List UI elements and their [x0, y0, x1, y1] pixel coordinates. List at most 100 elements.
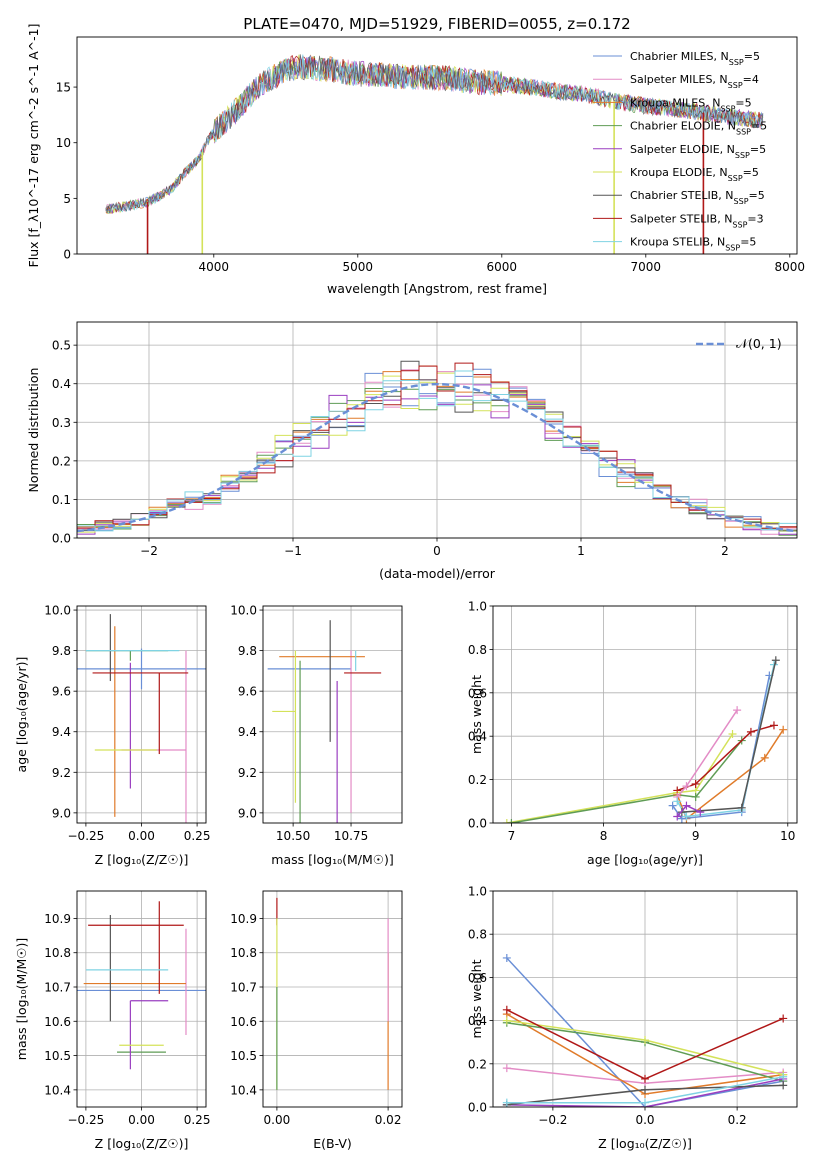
axes-frame: [76, 321, 798, 539]
y-axis-label: mass weight: [469, 675, 484, 754]
y-tick-label: 5: [63, 192, 71, 206]
axes-frame: [76, 890, 207, 1108]
x-axis-label: age [log₁₀(age/yr)]: [587, 852, 703, 867]
x-tick-label: −0.25: [68, 1113, 105, 1127]
legend-value: =3: [747, 212, 763, 225]
y-tick-label: 1.0: [468, 600, 487, 614]
legend-entry: Chabrier ELODIE, NSSP=5: [630, 120, 767, 137]
x-tick-label: 0.2: [728, 1113, 747, 1127]
axes-frame: [262, 890, 403, 1108]
y-axis-label: Flux [f_λ10^-17 erg cm^-2 s^-1 A^-1]: [26, 24, 41, 268]
series-chabrier-stelib: [677, 656, 780, 817]
errorbar-point: [129, 1000, 169, 1070]
y-tick-label: 10.8: [230, 946, 257, 960]
legend-label: Salpeter ELODIE, N: [630, 143, 735, 156]
legend-value: =5: [744, 50, 760, 63]
series-chabrier-miles: [668, 671, 774, 823]
y-tick-label: 9.2: [52, 766, 71, 780]
y-tick-label: 10.0: [44, 604, 71, 618]
series-marker: [691, 779, 700, 788]
plot-area-spectrum: [105, 54, 764, 254]
legend-value: =5: [751, 120, 767, 133]
series-marker: [696, 808, 705, 817]
x-axis-label: (data-model)/error: [379, 566, 496, 581]
y-tick-label: 10.4: [230, 1083, 257, 1097]
x-tick-label: 7: [508, 829, 516, 843]
y-tick-label: 9.0: [52, 806, 71, 820]
legend-subscript: SSP: [729, 58, 744, 67]
y-tick-label: 9.4: [52, 725, 71, 739]
y-tick-label: 10.7: [44, 981, 71, 995]
series-marker: [502, 819, 511, 823]
errorbar-point: [272, 650, 297, 803]
series-line: [511, 740, 743, 823]
y-tick-label: 0.2: [52, 454, 71, 468]
legend-label: Salpeter STELIB, N: [630, 212, 732, 225]
y-tick-label: 0.4: [468, 1014, 487, 1028]
y-tick-label: 10.9: [44, 912, 71, 926]
legend-entry: Salpeter STELIB, NSSP=3: [630, 212, 764, 229]
y-tick-label: 15: [56, 81, 71, 95]
legend-subscript: SSP: [735, 150, 750, 159]
axes-frame: [76, 605, 207, 824]
y-tick-label: 10.4: [44, 1083, 71, 1097]
legend-entry: Kroupa STELIB, NSSP=5: [630, 236, 756, 253]
y-tick-label: 9.8: [52, 644, 71, 658]
plot-area-age-vs-mass: [267, 620, 382, 823]
y-tick-label: 0.2: [468, 773, 487, 787]
panel-residuals: −2 −1 0 1 2 0.0 0.1 0.2 0.3 0.4 0.5 (data-model)/er…: [26, 321, 798, 581]
x-tick-label: 10.75: [334, 829, 368, 843]
spectrum-line-chabrier-stelib: [105, 54, 764, 214]
series-line: [506, 957, 784, 1107]
legend-value: =5: [750, 143, 766, 156]
y-tick-label: 0.1: [52, 493, 71, 507]
y-tick-label: 9.4: [238, 725, 257, 739]
y-tick-label: 9.6: [52, 685, 71, 699]
series-marker: [733, 706, 742, 715]
spectrum-line-kroupa-stelib: [105, 54, 764, 214]
y-tick-label: 10.6: [230, 1015, 257, 1029]
legend-value: =5: [740, 236, 756, 249]
legend-subscript: SSP: [728, 81, 743, 90]
axes-frame: [262, 605, 403, 824]
series-marker: [502, 953, 511, 962]
series-salpeter-stelib: [502, 1005, 788, 1083]
y-axis-label: Normed distribution: [26, 368, 41, 493]
legend-subscript: SSP: [720, 104, 735, 113]
y-tick-label: 10.6: [44, 1015, 71, 1029]
errorbar-point: [85, 650, 169, 661]
panel-weight-vs-age: 7 8 9 10 0.0 0.2 0.4 0.6 0.8 1.0 age [log₁₀(age/yr…: [468, 600, 798, 867]
series-marker: [746, 727, 755, 736]
series-marker: [502, 1016, 511, 1025]
gridlines: [493, 605, 797, 824]
y-tick-label: 0: [63, 248, 71, 262]
legend-entry: Salpeter ELODIE, NSSP=5: [630, 143, 766, 160]
legend-subscript: SSP: [728, 174, 743, 183]
panel-age-vs-mass: 10.50 10.75 9.0 9.2 9.4 9.6 9.8 10.0 mass [log₁₀…: [230, 604, 403, 867]
y-tick-label: 0.8: [468, 928, 487, 942]
y-tick-label: 0.8: [468, 643, 487, 657]
axes-frame: [492, 890, 798, 1108]
x-tick-label: 10.50: [276, 829, 310, 843]
legend-label: Chabrier STELIB, N: [630, 189, 734, 202]
x-axis-label: mass [log₁₀(M/M☉)]: [271, 852, 393, 867]
x-tick-label: 0.00: [128, 1113, 155, 1127]
x-tick-label: 0.25: [184, 829, 211, 843]
x-axis-label: Z [log₁₀(Z/Z☉)]: [598, 1136, 692, 1151]
y-tick-label: 10.5: [44, 1049, 71, 1063]
x-axis-label: wavelength [Angstrom, rest frame]: [327, 281, 547, 296]
y-tick-label: 0.0: [52, 532, 71, 546]
panel-weight-vs-Z: −0.2 0.0 0.2 0.0 0.2 0.4 0.6 0.8 1.0 Z [log₁₀(Z/Z…: [468, 885, 798, 1151]
y-tick-label: 0.3: [52, 416, 71, 430]
x-tick-label: 0.0: [635, 1113, 654, 1127]
y-tick-label: 9.2: [238, 766, 257, 780]
y-tick-label: 0.4: [468, 730, 487, 744]
errorbar-point: [121, 650, 187, 823]
y-tick-label: 0.2: [468, 1057, 487, 1071]
plot-area-weight-vs-Z: [502, 953, 788, 1107]
series-line: [676, 729, 784, 820]
x-tick-label: −0.25: [68, 829, 105, 843]
y-tick-label: 0.4: [52, 377, 71, 391]
axes-frame: [492, 605, 798, 824]
x-axis-label: E(B-V): [313, 1136, 352, 1151]
